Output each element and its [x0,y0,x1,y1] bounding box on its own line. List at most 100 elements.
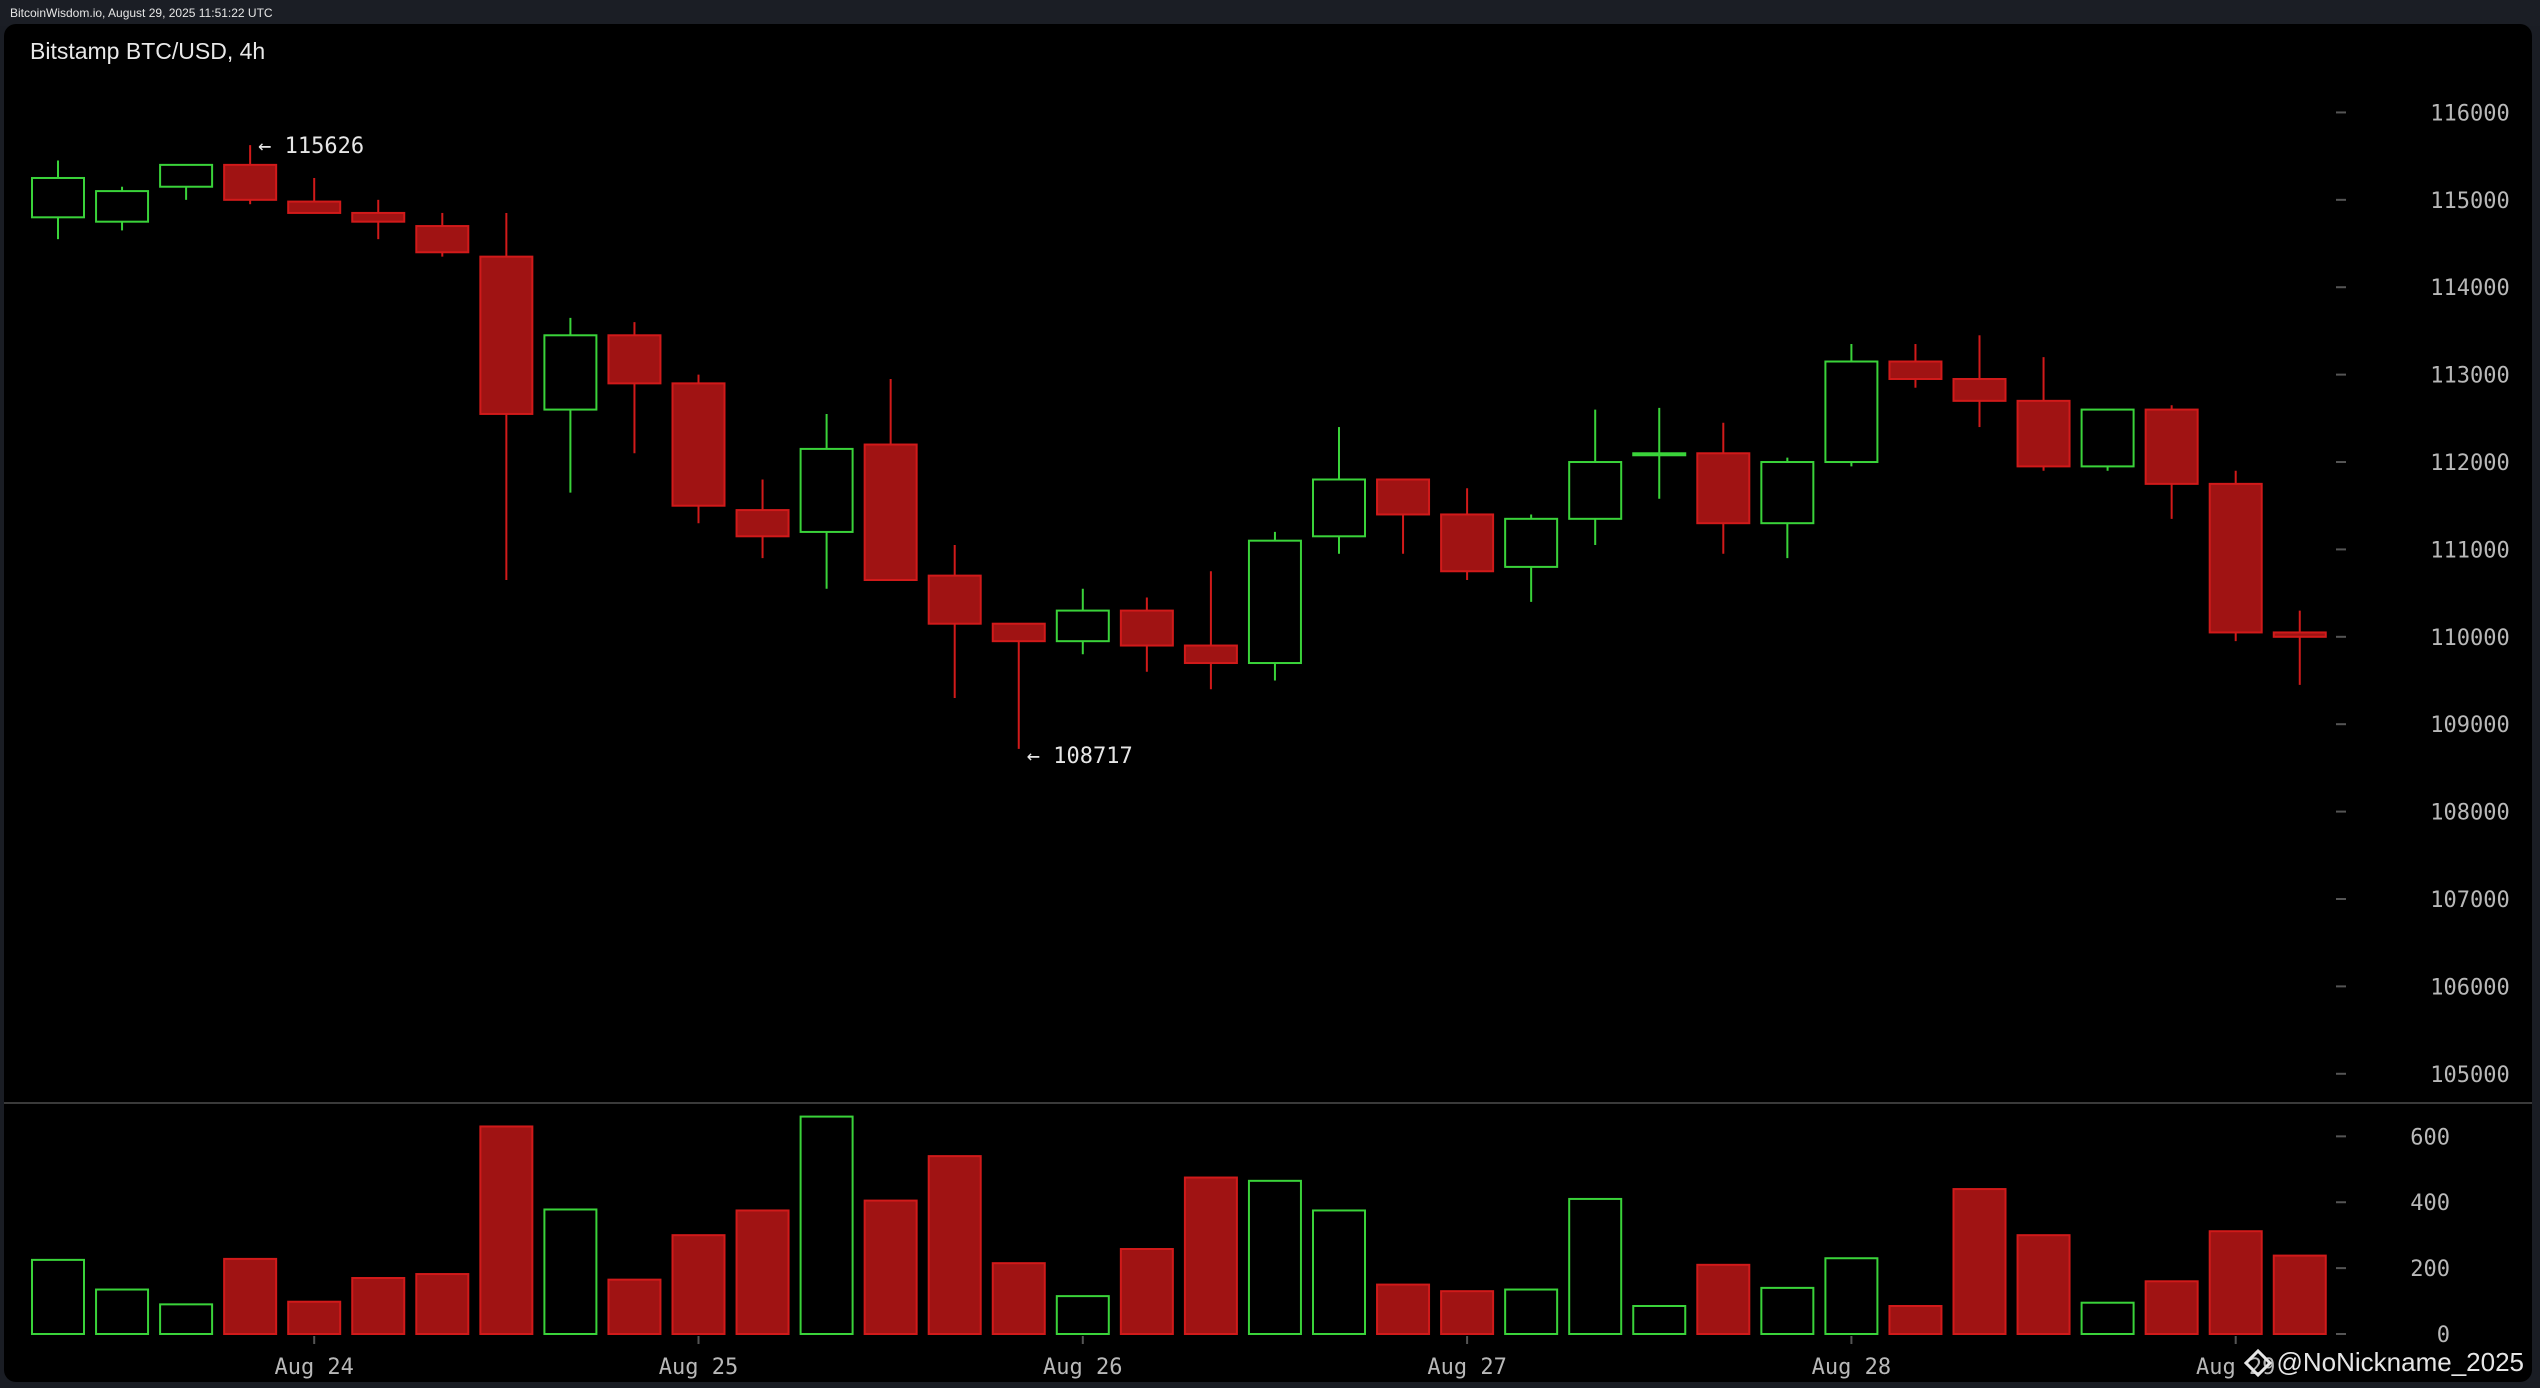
volume-bar-up [95,1288,150,1336]
candle-body-up [1760,461,1815,525]
volume-bar-up [1312,1209,1366,1335]
binance-logo-icon [2244,1348,2273,1377]
volume-bar-up [1247,1179,1302,1335]
candle-body-down [927,574,982,625]
volume-bar-up [2080,1301,2135,1336]
top-bar: BitcoinWisdom.io, August 29, 2025 11:51:… [0,0,2540,26]
candle-body-down [735,509,790,538]
price-axis-label: 106000 [2430,975,2509,1000]
watermark: @NoNickname_2025 [2244,1347,2524,1378]
volume-bar-down [287,1300,342,1336]
x-axis-label: Aug 25 [659,1355,738,1380]
candle-body-down [287,200,342,214]
volume-axis-label: 600 [2410,1125,2450,1150]
volume-bar-down [1183,1176,1238,1335]
volume-bar-up [31,1258,85,1335]
volume-bar-up [1760,1286,1815,1335]
candle-body-up [1568,461,1623,520]
volume-bar-up [799,1115,854,1336]
chart-title: Bitstamp BTC/USD, 4h [30,38,266,64]
price-axis-label: 115000 [2430,189,2509,214]
volume-axis-label: 400 [2410,1191,2450,1216]
volume-bar-up [1568,1197,1623,1335]
volume-bar-up [1504,1288,1559,1336]
volume-bar-down [1440,1290,1495,1336]
volume-axis-label: 0 [2437,1323,2450,1348]
candle-body-down [1952,377,2007,402]
x-axis-label: Aug 27 [1427,1355,1506,1380]
price-axis-label: 113000 [2430,364,2509,389]
price-axis-label: 116000 [2430,101,2509,126]
candle-body-down [1119,609,1174,647]
candle-body-down [1440,513,1495,573]
source-timestamp: BitcoinWisdom.io, August 29, 2025 11:51:… [10,6,273,20]
x-axis-label: Aug 26 [1043,1355,1122,1380]
volume-bar-down [1376,1283,1431,1336]
volume-bar-down [223,1257,278,1336]
candle-body-down [2208,482,2263,634]
volume-bar-down [1888,1305,1943,1335]
volume-bar-down [991,1262,1046,1336]
volume-bar-down [479,1125,534,1335]
volume-bar-down [863,1199,918,1336]
candle-body-down [479,255,534,415]
volume-bar-down [1952,1188,2007,1336]
x-axis-label: Aug 24 [274,1355,353,1380]
volume-bar-up [543,1208,598,1335]
candle-body-up [95,190,150,223]
candle-body-up [1247,539,1302,665]
volume-bar-up [1824,1257,1879,1336]
candle-body-down [2272,631,2327,638]
candle-body-down [2016,399,2071,468]
candle-body-up [31,176,85,219]
price-axis-label: 110000 [2430,626,2509,651]
volume-bar-down [735,1209,790,1335]
candle-body-down [991,622,1046,643]
x-axis-label: Aug 29 [2196,1355,2275,1380]
volume-bar-down [2272,1254,2327,1335]
volume-bar-down [2144,1280,2199,1335]
low-annotation: ← 108717 [1027,744,1133,769]
volume-bar-down [1696,1263,1751,1335]
volume-bar-down [927,1155,982,1336]
volume-axis-label: 200 [2410,1257,2450,1282]
price-axis-label: 111000 [2430,538,2509,563]
candle-body-up [1055,609,1110,643]
price-axis-label: 112000 [2430,451,2509,476]
candle-body-down [1183,644,1238,665]
candle-body-up [1312,478,1366,538]
candle-body-down [415,225,470,254]
candle-body-down [223,163,278,201]
volume-bar-down [2208,1230,2263,1335]
candle-body-down [1376,478,1431,516]
watermark-text: @NoNickname_2025 [2276,1347,2524,1377]
x-axis-label: Aug 28 [1812,1355,1891,1380]
volume-bar-down [607,1278,662,1336]
candle-body-down [863,443,918,581]
high-annotation: ← 115626 [258,134,364,159]
candle-body-up [159,163,214,188]
volume-bar-up [159,1303,214,1335]
candle-body-up [1824,360,1879,464]
volume-bar-up [1055,1295,1110,1336]
candle-body-up [799,447,854,533]
price-axis-label: 105000 [2430,1063,2509,1088]
candle-body-down [671,382,726,507]
candle-body-down [2144,408,2199,485]
price-axis-label: 107000 [2430,888,2509,913]
price-axis-label: 109000 [2430,713,2509,738]
volume-bar-down [351,1277,406,1335]
candle-body-up [1504,517,1559,568]
volume-bar-down [2016,1234,2071,1336]
candle-body-down [607,334,662,385]
candle-body-up [1632,452,1687,457]
candle-body-down [351,211,406,223]
price-axis-label: 108000 [2430,801,2509,826]
volume-bar-down [1119,1248,1174,1335]
candle-body-up [543,334,598,411]
candle-body-up [2080,408,2135,468]
candle-body-down [1888,360,1943,380]
volume-bar-down [415,1273,470,1336]
volume-bar-up [1632,1305,1687,1335]
